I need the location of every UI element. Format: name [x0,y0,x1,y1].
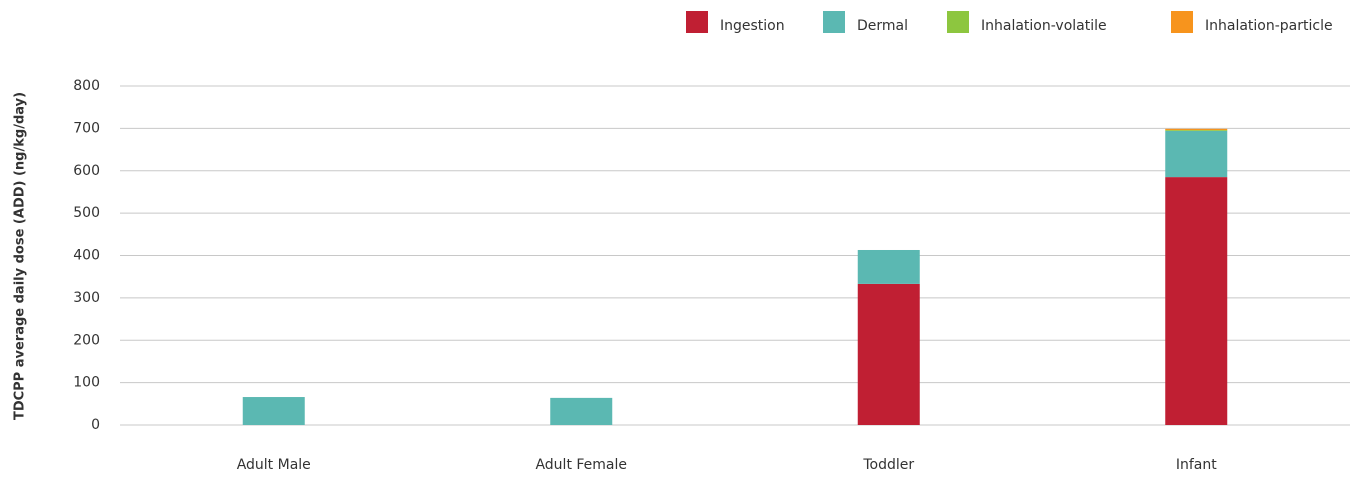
y-tick-label: 800 [73,78,100,94]
y-tick-label: 0 [91,417,100,433]
bar-segment [242,397,305,425]
y-tick-label: 300 [73,290,100,306]
bar-segment [857,283,920,425]
legend-label: Dermal [857,18,908,34]
x-tick-label: Infant [1176,457,1217,473]
legend-swatch [947,11,969,33]
legend-label: Inhalation-particle [1205,18,1333,34]
y-tick-label: 200 [73,332,100,348]
y-tick-label: 100 [73,375,100,391]
bar-segment [857,249,920,284]
bar-segment [1165,130,1228,131]
legend-swatch [1171,11,1193,33]
legend-label: Inhalation-volatile [981,18,1107,34]
y-tick-label: 400 [73,248,100,264]
legend-swatch [823,11,845,33]
y-tick-label: 700 [73,120,100,136]
bar-segment [550,397,613,425]
y-axis-title: TDCPP average daily dose (ADD) (ng/kg/da… [13,92,28,420]
x-tick-label: Adult Female [535,457,627,473]
bar-segment [1165,177,1228,425]
bar-segment [1165,128,1228,131]
x-tick-label: Toddler [862,457,914,473]
y-tick-label: 600 [73,163,100,179]
x-tick-label: Adult Male [237,457,311,473]
y-tick-label: 500 [73,205,100,221]
legend-swatch [686,11,708,33]
bar-segment [1165,130,1228,178]
legend-label: Ingestion [720,18,785,34]
